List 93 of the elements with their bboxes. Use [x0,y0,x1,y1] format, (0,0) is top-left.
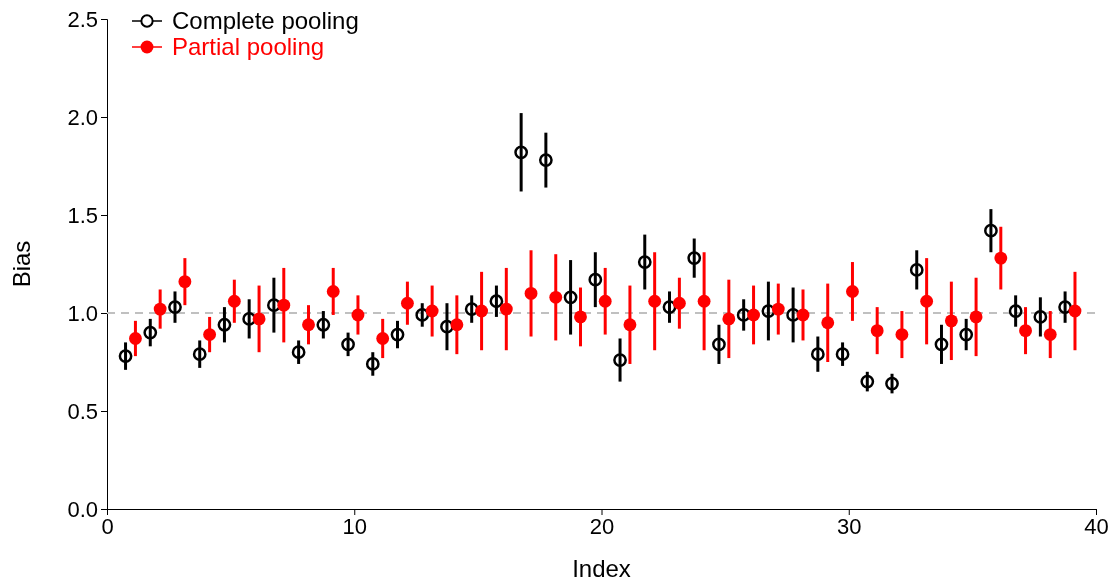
y-tick-label: 0.5 [67,398,98,424]
point [178,275,192,289]
x-tick-label: 0 [101,513,114,539]
point [351,308,365,322]
x-tick-label: 40 [1084,513,1109,539]
point [549,290,563,304]
point [835,347,850,362]
point [810,347,825,362]
point [341,337,355,352]
point [242,312,257,326]
point [450,318,464,332]
point [722,312,736,326]
point [425,304,439,318]
point [118,349,133,363]
point [736,308,751,322]
point [267,298,281,313]
point [697,294,711,308]
x-tick-label: 20 [589,513,615,539]
point [390,327,405,342]
point [747,308,760,322]
point [984,223,998,238]
point [687,251,702,265]
y-tick-label: 1.0 [67,300,98,326]
point [969,310,983,324]
legend-label: Partial pooling [172,33,325,60]
point [440,319,454,334]
point [846,285,859,298]
point [326,285,340,298]
point [885,376,899,391]
point [129,332,142,345]
point [712,337,726,352]
point [291,345,306,360]
point [1033,310,1048,324]
point [365,357,380,371]
point [1068,304,1082,318]
point [920,294,934,308]
point [796,308,810,322]
y-tick-label: 2.0 [67,104,98,130]
point [959,327,974,342]
point [1058,300,1072,314]
point [895,328,909,341]
y-axis-title: Bias [8,240,35,288]
point [1019,324,1032,338]
point [475,304,489,318]
point [192,347,207,362]
x-axis-title: Index [572,555,631,582]
point [400,296,414,310]
y-tick-label: 1.5 [67,202,98,228]
point [524,286,538,300]
point [598,294,612,308]
point [994,251,1008,265]
y-tick-label: 0.0 [67,496,98,522]
point [168,300,182,314]
x-tick-label: 10 [342,513,367,539]
point [538,153,553,167]
point [771,302,785,316]
point [302,318,315,332]
point [143,325,158,340]
point [648,294,662,308]
point [489,294,504,309]
point [499,302,513,316]
point [514,145,529,160]
point [316,317,331,332]
point [203,328,217,341]
y-tick-label: 2.5 [67,6,98,32]
point [277,298,291,312]
point [1008,304,1023,318]
point [870,324,884,338]
point [821,316,835,330]
point [217,317,232,332]
point [786,308,801,322]
point [909,263,924,277]
point [415,308,430,322]
point [623,318,637,332]
point [252,312,266,326]
x-tick-label: 30 [837,513,862,539]
point [934,337,949,352]
point [376,332,390,345]
point [1043,328,1057,341]
point [860,374,875,389]
point [613,353,627,367]
point [637,255,652,269]
point [662,300,677,314]
point [672,296,686,310]
point [574,310,587,324]
legend-label: Complete pooling [172,7,359,34]
point [944,314,958,328]
point [588,272,603,287]
point [563,290,578,305]
point [761,304,776,318]
point [464,302,479,316]
point [153,302,167,316]
point [227,294,241,308]
